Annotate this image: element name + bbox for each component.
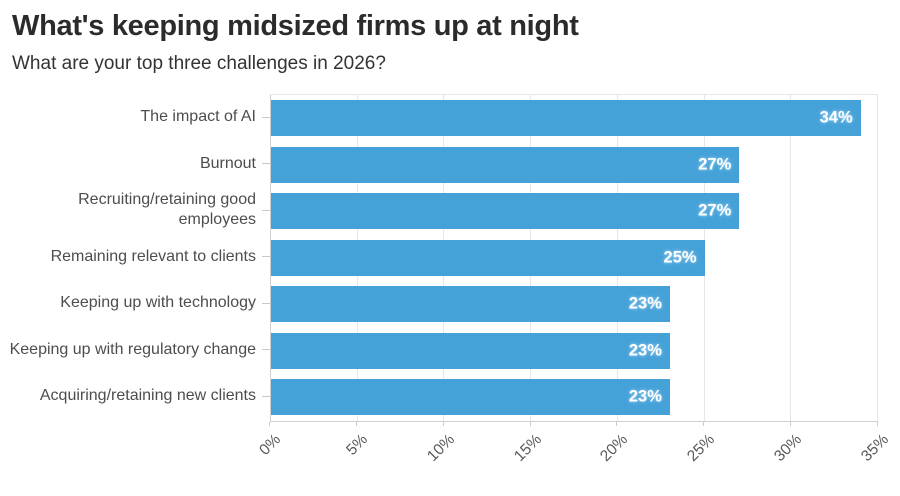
bar: 25% — [271, 239, 705, 276]
category-label: Keeping up with regulatory change — [9, 340, 256, 358]
x-axis-tick-label: 0% — [256, 430, 285, 459]
category-tick-mark — [262, 209, 270, 211]
category-label: The impact of AI — [140, 108, 256, 126]
x-axis-tick-label: 5% — [343, 430, 371, 459]
bar-row: 23% — [271, 374, 878, 421]
category-tick-mark — [262, 302, 270, 304]
bar: 27% — [271, 146, 740, 183]
x-axis-tick-mark — [703, 421, 705, 426]
x-axis-tick-label: 15% — [510, 430, 545, 465]
x-axis-tick-mark — [877, 421, 878, 426]
bar: 34% — [271, 100, 861, 137]
category-tick-mark — [262, 395, 270, 397]
plot-area: 34% 27% 27% 25% 23% 23% 23% — [270, 94, 878, 422]
bar-value-label: 27% — [698, 201, 732, 220]
category-labels-column: The impact of AI Burnout Recruiting/retain… — [0, 94, 270, 422]
x-axis: 0% 5% 10% 15% 20% 25% 30% 35% — [256, 421, 892, 480]
category-label: Remaining relevant to clients — [50, 247, 256, 265]
category-label: Recruiting/retaining good employees — [78, 191, 256, 229]
category-label-row: Keeping up with regulatory change — [0, 327, 270, 374]
category-label-row: The impact of AI — [0, 94, 270, 141]
bar: 27% — [271, 193, 740, 230]
category-label-row: Recruiting/retaining good employees — [0, 187, 270, 234]
x-axis-tick-mark — [355, 421, 357, 426]
bar-row: 27% — [271, 188, 878, 235]
chart-title: What's keeping midsized firms up at nigh… — [12, 10, 579, 42]
category-tick-mark — [262, 163, 270, 165]
chart-header: What's keeping midsized firms up at nigh… — [0, 0, 900, 76]
x-axis-tick-label: 25% — [684, 430, 719, 465]
category-label: Acquiring/retaining new clients — [39, 387, 256, 405]
category-tick-mark — [262, 116, 270, 118]
category-label-row: Acquiring/retaining new clients — [0, 373, 270, 420]
bar-row: 25% — [271, 235, 878, 282]
bar-row: 23% — [271, 281, 878, 328]
x-axis-tick-mark — [269, 421, 270, 426]
chart-subtitle: What are your top three challenges in 20… — [12, 53, 386, 75]
category-label-row: Remaining relevant to clients — [0, 234, 270, 281]
category-label-row: Keeping up with technology — [0, 280, 270, 327]
bar-row: 34% — [271, 95, 878, 142]
bar-row: 27% — [271, 142, 878, 189]
bar-value-label: 23% — [628, 341, 662, 360]
category-tick-mark — [262, 349, 270, 351]
bar: 23% — [271, 286, 670, 323]
bar-value-label: 27% — [698, 155, 732, 174]
bar-value-label: 23% — [628, 387, 662, 406]
bar-chart: The impact of AI Burnout Recruiting/retain… — [0, 94, 900, 422]
bar: 23% — [271, 379, 670, 416]
x-axis-tick-label: 35% — [858, 430, 893, 465]
category-label-row: Burnout — [0, 141, 270, 188]
category-label: Burnout — [199, 154, 256, 172]
bar-row: 23% — [271, 328, 878, 375]
x-axis-tick-label: 20% — [597, 430, 632, 465]
gridline — [790, 95, 792, 421]
gridline — [877, 95, 878, 421]
x-axis-tick-mark — [790, 421, 792, 426]
bar-value-label: 23% — [628, 294, 662, 313]
x-axis-tick-label: 30% — [771, 430, 806, 465]
x-axis-tick-label: 10% — [423, 430, 458, 465]
x-axis-tick-mark — [529, 421, 531, 426]
category-label: Keeping up with technology — [60, 294, 256, 312]
x-axis-tick-mark — [616, 421, 618, 426]
x-axis-tick-mark — [442, 421, 444, 426]
bar-value-label: 25% — [663, 248, 697, 267]
bar-value-label: 34% — [819, 108, 853, 127]
bar: 23% — [271, 332, 670, 369]
category-tick-mark — [262, 256, 270, 258]
